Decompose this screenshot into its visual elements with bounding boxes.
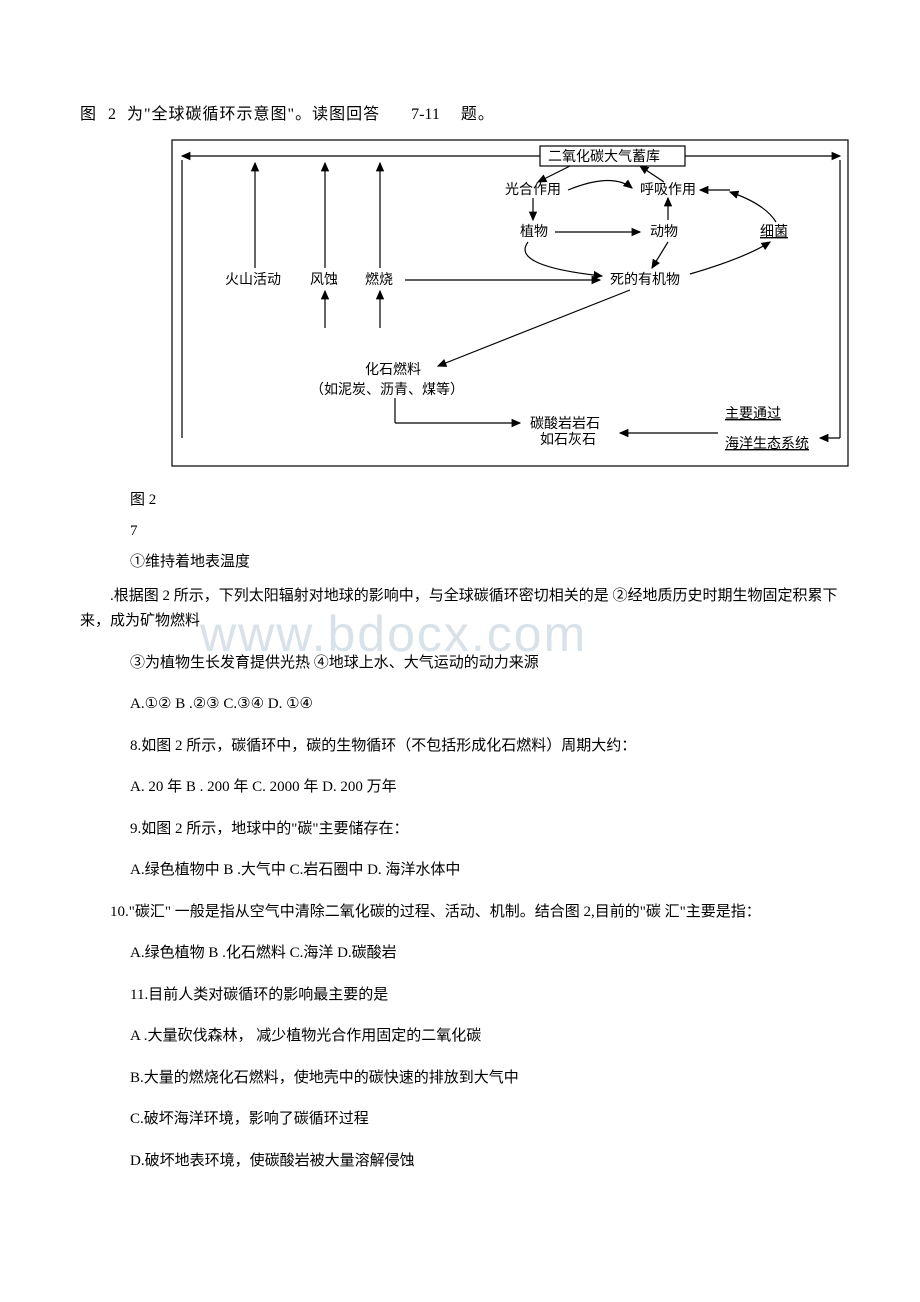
q11-opta: A .大量砍伐森林， 减少植物光合作用固定的二氧化碳 — [130, 1024, 840, 1050]
q11-text: 11.目前人类对碳循环的影响最主要的是 — [130, 983, 840, 1009]
q11-optb: B.大量的燃烧化石燃料，使地壳中的碳快速的排放到大气中 — [130, 1066, 840, 1092]
node-dead: 死的有机物 — [610, 272, 680, 288]
q7-line2-text: .根据图 2 所示，下列太阳辐射对地球的影响中，与全球碳循环密切相关的是 ②经地… — [80, 588, 838, 630]
intro-mid2: 题。 — [461, 106, 495, 123]
node-bacteria: 细菌 — [760, 224, 788, 240]
q7-line1: ①维持着地表温度 — [130, 550, 840, 576]
intro-mid1: 为"全球碳循环示意图"。读图回答 — [127, 106, 380, 123]
node-respiration: 呼吸作用 — [640, 182, 696, 198]
q9-opts: A.绿色植物中 B .大气中 C.岩石圈中 D. 海洋水体中 — [130, 858, 840, 884]
document-content: 图 2 为"全球碳循环示意图"。读图回答 7-11 题。 二氧化碳大气蓄库 光合… — [80, 100, 840, 1174]
intro-line: 图 2 为"全球碳循环示意图"。读图回答 7-11 题。 — [80, 100, 840, 124]
diagram-figure2: 二氧化碳大气蓄库 光合作用 呼吸作用 植物 动物 细菌 火山活 — [170, 138, 840, 468]
node-fossil1: 化石燃料 — [365, 361, 421, 378]
node-carbonate2: 如石灰石 — [540, 432, 596, 448]
q7-line2: .根据图 2 所示，下列太阳辐射对地球的影响中，与全球碳循环密切相关的是 ②经地… — [80, 584, 840, 635]
node-animals: 动物 — [650, 224, 678, 240]
node-fossil2: （如泥炭、沥青、煤等） — [310, 381, 464, 398]
q7-line3: ③为植物生长发育提供光热 ④地球上水、大气运动的动力来源 — [130, 651, 840, 677]
node-carbonate1: 碳酸岩岩石 — [530, 416, 600, 432]
node-co2: 二氧化碳大气蓄库 — [548, 149, 660, 165]
node-photosynthesis: 光合作用 — [505, 182, 561, 198]
q7-number: 7 — [130, 523, 840, 540]
node-volcano: 火山活动 — [225, 272, 281, 288]
q8-text: 8.如图 2 所示，碳循环中，碳的生物循环（不包括形成化石燃料）周期大约： — [130, 734, 840, 760]
node-burning: 燃烧 — [365, 271, 393, 288]
q10-text-span: 10."碳汇" 一般是指从空气中清除二氧化碳的过程、活动、机制。结合图 2,目前… — [110, 904, 761, 920]
node-ocean: 海洋生态系统 — [725, 436, 809, 452]
intro-pre: 图 — [80, 106, 97, 123]
intro-figno: 2 — [108, 106, 116, 123]
q11-optd: D.破坏地表环境，使碳酸岩被大量溶解侵蚀 — [130, 1149, 840, 1175]
q9-text: 9.如图 2 所示，地球中的"碳"主要储存在： — [130, 817, 840, 843]
intro-qrange: 7-11 — [411, 106, 440, 123]
node-plants: 植物 — [520, 224, 548, 240]
figure2-label: 图 2 — [130, 488, 840, 509]
q8-opts: A. 20 年 B . 200 年 C. 2000 年 D. 200 万年 — [130, 775, 840, 801]
q10-opts: A.绿色植物 B .化石燃料 C.海洋 D.碳酸岩 — [130, 941, 840, 967]
node-weathering: 风蚀 — [310, 272, 338, 288]
q7-opts: A.①② B .②③ C.③④ D. ①④ — [130, 692, 840, 718]
q10-text: 10."碳汇" 一般是指从空气中清除二氧化碳的过程、活动、机制。结合图 2,目前… — [80, 900, 840, 926]
q11-optc: C.破坏海洋环境，影响了碳循环过程 — [130, 1107, 840, 1133]
carbon-cycle-diagram: 二氧化碳大气蓄库 光合作用 呼吸作用 植物 动物 细菌 火山活 — [170, 138, 850, 468]
node-mainly: 主要通过 — [725, 406, 781, 422]
